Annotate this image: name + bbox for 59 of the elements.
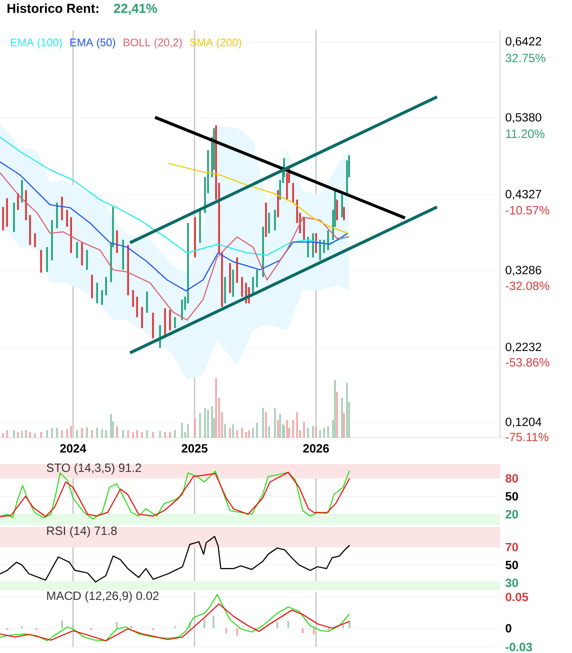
chart-title: STO (14,3,5) 91.2	[46, 463, 142, 474]
y-tick-label: 0,3286	[506, 266, 542, 276]
y-tick-label: 0.05	[506, 592, 528, 602]
y2-tick-label: -32.08%	[506, 282, 550, 290]
y2-tick-label: -53.86%	[506, 358, 550, 367]
candlestick	[96, 282, 98, 304]
y-tick-label: 0,2232	[506, 342, 542, 353]
x-tick-label: 2026	[303, 444, 329, 453]
chart-title: MACD (12,26,9) 0.02	[47, 591, 159, 602]
y-tick-label: 0,4327	[506, 190, 542, 200]
candlestick	[105, 276, 107, 296]
text: SMA (200)	[190, 38, 242, 48]
candlestick	[40, 250, 42, 274]
line-series	[167, 162, 349, 234]
candlestick	[169, 309, 171, 331]
candlestick	[336, 199, 338, 221]
text: EMA (100)	[11, 38, 62, 48]
y-tick-label: 0,5380	[506, 113, 542, 123]
x-tick-label: 2025	[182, 444, 208, 453]
y2-tick-label: -75.11%	[506, 432, 548, 442]
chart-title: RSI (14) 71.8	[47, 526, 117, 538]
candlestick	[146, 291, 148, 314]
candlestick	[81, 242, 83, 266]
chart-title: Historico Rent:	[8, 3, 98, 13]
line-series	[0, 161, 349, 292]
candlestick	[101, 290, 103, 306]
candlestick	[343, 206, 345, 221]
y-tick-label: -0.03	[506, 642, 532, 652]
x-tick-label: 2024	[60, 444, 86, 453]
candlestick	[132, 290, 134, 308]
line-series	[0, 603, 350, 642]
y-tick-label: 20	[506, 510, 518, 518]
y-tick-label: 0,1204	[506, 418, 542, 428]
y2-tick-label: -10.57%	[506, 206, 550, 214]
candlestick	[256, 269, 258, 288]
line-series	[0, 536, 350, 583]
line-series	[0, 172, 350, 321]
y2-tick-label: 32.75%	[506, 54, 546, 62]
candlestick	[274, 210, 276, 231]
candlestick	[323, 239, 325, 254]
y-tick-label: 50	[506, 492, 518, 501]
candlestick	[86, 250, 88, 270]
candlestick	[136, 296, 138, 318]
y-tick-label: 0	[506, 624, 512, 632]
y-tick-label: 30	[505, 578, 518, 588]
y-tick-label: 0,6422	[506, 37, 542, 47]
candlestick	[241, 276, 243, 298]
candlestick	[76, 242, 78, 258]
candlestick	[2, 206, 4, 231]
y-tick-label: 80	[506, 474, 518, 483]
text: EMA (50)	[70, 38, 116, 48]
chart-subtitle: 22,41%	[114, 4, 158, 15]
text: BOLL (20,2)	[124, 38, 182, 48]
line-series	[0, 136, 348, 256]
y-tick-label: 50	[506, 560, 518, 570]
y2-tick-label: 11.20%	[506, 129, 544, 138]
candlestick	[252, 276, 254, 294]
candlestick	[268, 212, 270, 234]
y-tick-label: 70	[506, 542, 518, 552]
